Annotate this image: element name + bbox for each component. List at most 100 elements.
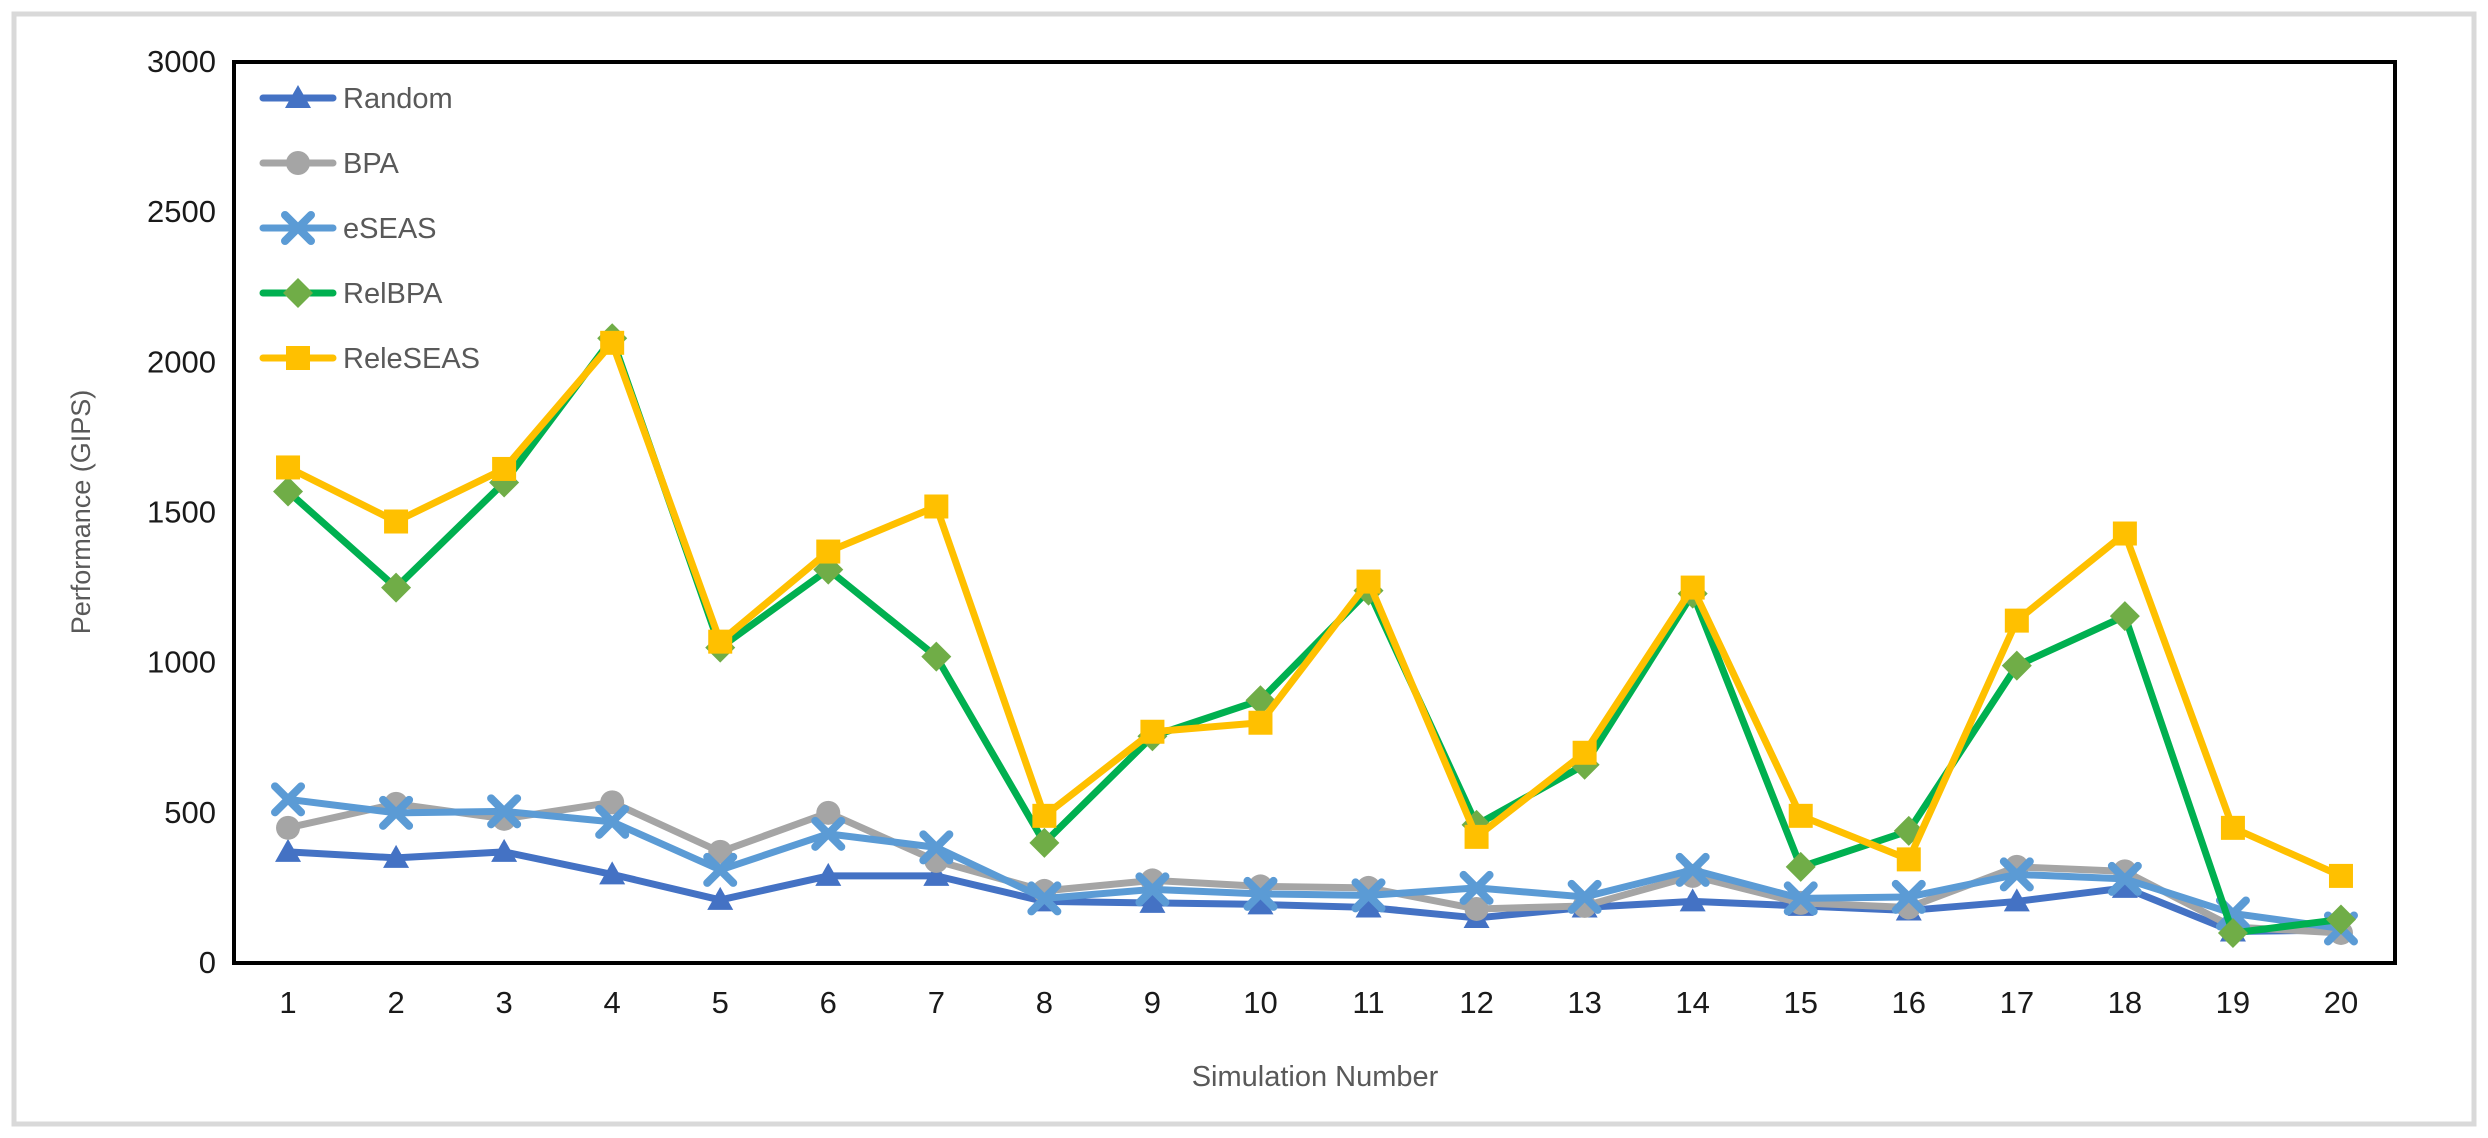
- legend-item-Random: Random: [259, 83, 453, 115]
- data-point-marker: [1999, 857, 2034, 892]
- plot-area-border: [232, 60, 2397, 965]
- data-point-marker: [595, 804, 630, 839]
- data-point-marker: [491, 838, 518, 862]
- legend-label: RelBPA: [343, 278, 443, 310]
- data-point-marker: [708, 839, 733, 864]
- x-tick-label: 11: [1352, 985, 1384, 1020]
- x-tick-label: 3: [496, 985, 513, 1020]
- data-point-marker: [1785, 851, 1816, 882]
- data-point-marker: [1891, 879, 1926, 914]
- data-point-marker: [276, 815, 301, 840]
- y-tick-label: 2000: [147, 344, 216, 379]
- data-point-marker: [286, 346, 310, 370]
- data-point-marker: [1464, 824, 1489, 849]
- series-line-eSEAS: [284, 795, 2345, 932]
- data-point-marker: [2328, 863, 2353, 888]
- data-point-marker: [1783, 881, 1818, 916]
- data-point-marker: [703, 852, 738, 887]
- legend-label: eSEAS: [343, 213, 437, 245]
- legend: Random BPA eSEAS RelBPA ReleSEAS: [259, 83, 480, 375]
- data-point-marker: [2107, 861, 2142, 896]
- x-tick-label: 10: [1243, 985, 1277, 1020]
- data-point-marker: [1029, 827, 1060, 858]
- y-tick-label: 1000: [147, 645, 216, 680]
- data-point-marker: [600, 330, 625, 355]
- figure-border: [11, 11, 2477, 1127]
- data-point-marker: [708, 629, 733, 654]
- data-point-marker: [811, 816, 846, 851]
- data-point-marker: [276, 455, 301, 480]
- data-point-marker: [2217, 917, 2248, 948]
- x-tick-label: 19: [2216, 985, 2250, 1020]
- data-point-marker: [1027, 881, 1062, 916]
- data-point-marker: [815, 862, 842, 886]
- series-eSEAS: [271, 782, 2358, 946]
- series-layer: [271, 323, 2358, 948]
- legend-item-eSEAS: eSEAS: [259, 211, 437, 245]
- data-point-marker: [921, 641, 952, 672]
- data-point-marker: [600, 790, 625, 815]
- data-point-marker: [1135, 872, 1170, 907]
- data-point-marker: [816, 539, 841, 564]
- data-point-marker: [2109, 601, 2140, 632]
- data-point-marker: [924, 494, 949, 519]
- data-point-marker: [1243, 876, 1278, 911]
- y-axis-title: Performance (GIPS): [66, 390, 96, 635]
- data-point-marker: [1675, 852, 1710, 887]
- data-point-marker: [383, 844, 410, 868]
- x-tick-label: 9: [1144, 985, 1161, 1020]
- x-tick-label: 7: [928, 985, 945, 1020]
- data-point-marker: [1032, 803, 1057, 828]
- data-point-marker: [1680, 575, 1705, 600]
- data-point-marker: [1247, 891, 1274, 915]
- data-point-marker: [1788, 803, 1813, 828]
- x-tick-label: 18: [2108, 985, 2142, 1020]
- data-point-marker: [1351, 878, 1386, 913]
- y-tick-label: 2500: [147, 194, 216, 229]
- data-point-marker: [286, 151, 310, 175]
- legend-label: ReleSEAS: [343, 343, 480, 375]
- data-point-marker: [1459, 870, 1494, 905]
- x-tick-label: 20: [2324, 985, 2358, 1020]
- data-point-marker: [919, 830, 954, 865]
- data-point-marker: [285, 85, 311, 108]
- x-tick-label: 5: [712, 985, 729, 1020]
- data-point-marker: [923, 862, 950, 886]
- series-line-BPA: [284, 798, 2345, 937]
- data-point-marker: [1140, 719, 1165, 744]
- data-point-marker: [384, 509, 409, 534]
- series-ReleSEAS: [276, 330, 2353, 888]
- data-point-marker: [283, 278, 313, 308]
- data-point-marker: [1896, 847, 1921, 872]
- data-point-marker: [1567, 879, 1602, 914]
- data-point-marker: [1248, 710, 1273, 735]
- data-point-marker: [381, 572, 412, 603]
- data-point-marker: [2325, 904, 2356, 935]
- data-point-marker: [1679, 888, 1706, 912]
- data-point-marker: [1356, 569, 1381, 594]
- x-tick-label: 13: [1567, 985, 1601, 1020]
- legend-item-ReleSEAS: ReleSEAS: [259, 343, 480, 375]
- y-tick-label: 1500: [147, 495, 216, 530]
- y-tick-label: 3000: [147, 44, 216, 79]
- y-tick-label: 500: [164, 795, 216, 830]
- x-tick-label: 17: [2000, 985, 2034, 1020]
- x-axis-title: Simulation Number: [1192, 1061, 1439, 1093]
- legend-label: Random: [343, 83, 453, 115]
- x-tick-label: 14: [1675, 985, 1709, 1020]
- data-point-marker: [379, 795, 414, 830]
- legend-item-RelBPA: RelBPA: [259, 278, 443, 310]
- data-point-marker: [487, 794, 522, 829]
- series-line-ReleSEAS: [284, 339, 2345, 880]
- data-point-marker: [2003, 888, 2030, 912]
- data-point-marker: [2111, 874, 2138, 898]
- x-tick-label: 4: [604, 985, 621, 1020]
- data-point-marker: [492, 456, 517, 481]
- x-tick-label: 2: [387, 985, 404, 1020]
- x-tick-label: 15: [1783, 985, 1817, 1020]
- data-point-marker: [281, 211, 315, 245]
- data-point-marker: [275, 838, 302, 862]
